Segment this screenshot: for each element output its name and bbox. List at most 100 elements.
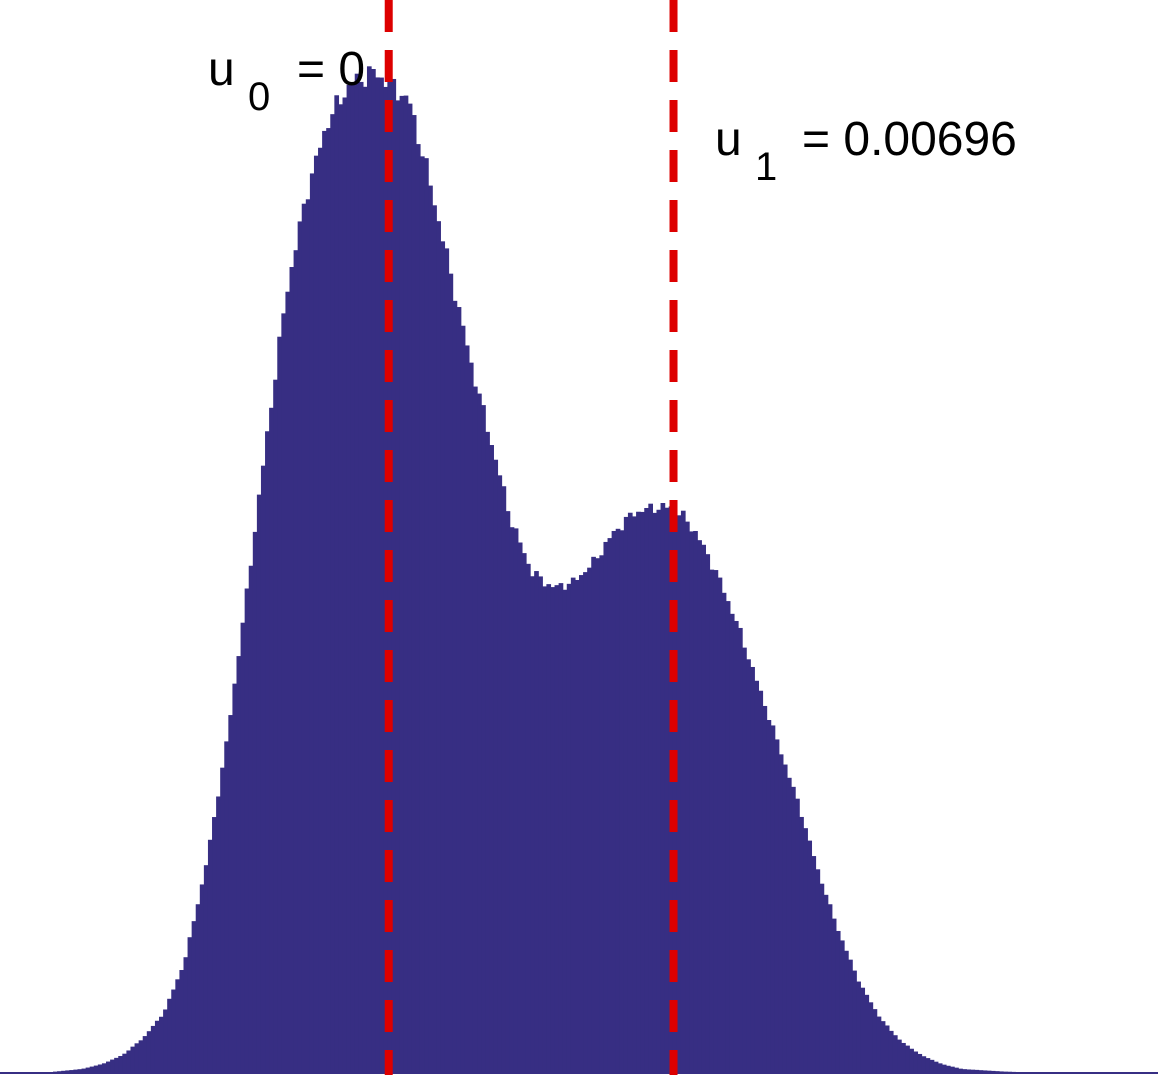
histogram-bar [921, 1056, 927, 1073]
histogram-bar [346, 84, 352, 1074]
histogram-bar [444, 248, 450, 1073]
histogram-bar [945, 1065, 951, 1073]
histogram-bar [709, 569, 715, 1073]
histogram-bar [913, 1051, 919, 1073]
histogram-bar [126, 1050, 132, 1073]
histogram-bar [738, 627, 743, 1073]
annotation-u1: u [715, 113, 742, 166]
histogram-bar [729, 613, 735, 1073]
histogram-bar [782, 764, 788, 1073]
histogram-bar [517, 542, 523, 1073]
histogram-bar [77, 1069, 83, 1073]
histogram-bar [579, 575, 584, 1073]
histogram-bar [758, 690, 764, 1073]
histogram-bar [550, 587, 556, 1073]
histogram-bar [179, 970, 185, 1073]
histogram-bar [101, 1063, 107, 1073]
histogram-bar [106, 1061, 111, 1073]
histogram-bar [228, 715, 234, 1073]
histogram-bar [175, 979, 181, 1073]
histogram-bar [754, 680, 760, 1073]
histogram-bar [277, 336, 282, 1074]
histogram-bar [472, 386, 478, 1073]
histogram-bar [366, 66, 372, 1073]
histogram-bar [501, 486, 507, 1073]
histogram-bar [713, 570, 719, 1073]
histogram-bar [917, 1053, 923, 1073]
histogram-bar [888, 1030, 894, 1073]
histogram-bar [297, 221, 303, 1073]
histogram-bar [954, 1067, 959, 1073]
histogram-bar [305, 199, 311, 1074]
histogram-bar [69, 1070, 74, 1073]
histogram-bar [880, 1021, 886, 1073]
histogram-bar [844, 950, 849, 1073]
histogram-bar [901, 1042, 906, 1073]
histogram-bar [407, 103, 413, 1074]
histogram-bar [892, 1035, 898, 1073]
histogram-bar [648, 503, 653, 1073]
histogram-bar [395, 100, 401, 1073]
histogram-bar [142, 1036, 148, 1073]
histogram-bar [721, 592, 727, 1073]
histogram-bar [269, 407, 274, 1073]
histogram-bar [171, 989, 176, 1073]
histogram-bar [456, 307, 462, 1073]
histogram-bar [256, 494, 262, 1073]
histogram-bar [668, 506, 674, 1073]
histogram-bar [452, 300, 458, 1074]
histogram-bar [587, 567, 592, 1073]
histogram-bar [884, 1025, 890, 1073]
histogram-bar [644, 507, 649, 1073]
histogram-bar [623, 516, 629, 1073]
histogram-bar [591, 556, 596, 1073]
histogram-bar [766, 720, 772, 1073]
histogram-bar [656, 509, 662, 1073]
histogram-bar [689, 531, 694, 1073]
histogram-bar [419, 156, 425, 1074]
histogram-bar [114, 1057, 119, 1073]
histogram-bar [240, 622, 246, 1073]
histogram-bar [599, 555, 605, 1073]
histogram-bar [685, 521, 690, 1073]
histogram-bar [619, 530, 625, 1073]
histogram-bar [281, 313, 287, 1073]
histogram-bar [309, 173, 315, 1073]
histogram-bar [676, 515, 682, 1073]
histogram-bar [273, 379, 278, 1073]
histogram-bar [632, 516, 637, 1073]
histogram-bar [636, 511, 641, 1073]
histogram-bar [436, 221, 441, 1074]
histogram-bar [497, 475, 503, 1074]
histogram-bar [318, 147, 323, 1073]
histogram-bar [212, 817, 217, 1073]
histogram-bar [558, 583, 564, 1073]
histogram-bar [978, 1070, 984, 1073]
histogram-bar [627, 512, 633, 1073]
histogram-bar [375, 77, 380, 1074]
histogram-bar [85, 1067, 91, 1073]
histogram-bar [693, 530, 698, 1073]
histogram-bar [974, 1069, 980, 1073]
histogram-bar [615, 528, 621, 1073]
histogram-bar [672, 509, 678, 1073]
histogram-bar [154, 1020, 160, 1073]
histogram-bar [852, 970, 857, 1073]
histogram-bar [525, 563, 531, 1073]
histogram-bar [513, 528, 519, 1073]
histogram-bar [937, 1063, 943, 1073]
histogram-bar [138, 1040, 144, 1073]
histogram-bars [40, 66, 1045, 1074]
histogram-bar [733, 620, 739, 1073]
histogram-bar [130, 1046, 136, 1073]
histogram-bar [371, 69, 376, 1073]
histogram-bar [122, 1053, 127, 1073]
histogram-bar [962, 1069, 967, 1073]
histogram-bar [905, 1045, 910, 1073]
histogram-bar [603, 541, 609, 1073]
histogram-bar [167, 998, 172, 1073]
histogram-bar [546, 584, 552, 1073]
histogram-bar [966, 1069, 972, 1073]
